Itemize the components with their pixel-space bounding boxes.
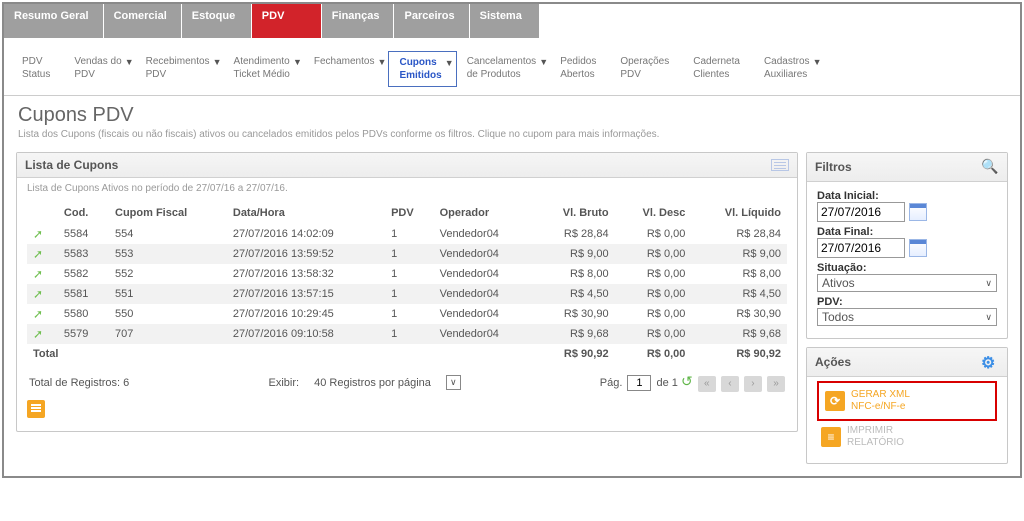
col-2: Cupom Fiscal — [109, 203, 227, 224]
gear-icon[interactable]: ⚙ — [981, 353, 999, 371]
col-8: Vl. Líquido — [691, 203, 787, 224]
cupons-table: Cod.Cupom FiscalData/HoraPDVOperadorVl. … — [27, 203, 787, 363]
exibir-label: Exibir: — [268, 377, 299, 389]
subnav-item-2[interactable]: RecebimentosPDV▼ — [136, 51, 224, 87]
table-row[interactable]: ➚558055027/07/2016 10:29:451Vendedor04R$… — [27, 304, 787, 324]
gerar-xml-l2: NFC-e/NF-e — [851, 401, 905, 412]
exibir-control: Exibir: 40 Registros por página ∨ — [268, 375, 460, 390]
tab-sistema[interactable]: Sistema — [470, 4, 540, 38]
sub-nav: PDVStatusVendas doPDV▼RecebimentosPDV▼At… — [4, 39, 1020, 96]
acoes-panel: Ações ⚙ ⟳ GERAR XML NFC-e/NF-e ≡ — [806, 347, 1008, 464]
pag-of: de 1 — [657, 377, 678, 389]
imprimir-l1: IMPRIMIR — [847, 425, 893, 436]
acoes-title: Ações — [815, 355, 851, 369]
row-arrow-icon: ➚ — [33, 307, 43, 321]
col-0 — [27, 203, 58, 224]
gerar-xml-l1: GERAR XML — [851, 389, 910, 400]
row-arrow-icon: ➚ — [33, 287, 43, 301]
tab-parceiros[interactable]: Parceiros — [394, 4, 469, 38]
nav-spacer — [540, 4, 1020, 38]
total-registros: Total de Registros: 6 — [29, 377, 129, 389]
page-next-icon[interactable]: › — [744, 376, 762, 392]
total-reg-label: Total de Registros: — [29, 377, 120, 389]
table-row[interactable]: ➚558155127/07/2016 13:57:151Vendedor04R$… — [27, 284, 787, 304]
subnav-item-9[interactable]: CadernetaClientes — [683, 51, 754, 87]
binoculars-icon[interactable]: 🔍 — [981, 158, 999, 176]
lista-cupons-panel: Lista de Cupons Lista de Cupons Ativos n… — [16, 152, 798, 432]
imprimir-l2: RELATÓRIO — [847, 437, 904, 448]
calendar-icon[interactable] — [909, 203, 927, 221]
subnav-item-4[interactable]: Fechamentos ▼ — [304, 51, 389, 87]
filtros-title: Filtros — [815, 160, 852, 174]
table-row[interactable]: ➚558255227/07/2016 13:58:321Vendedor04R$… — [27, 264, 787, 284]
subnav-item-6[interactable]: Cancelamentosde Produtos▼ — [457, 51, 550, 87]
tab-estoque[interactable]: Estoque — [182, 4, 252, 38]
xml-icon: ⟳ — [825, 391, 845, 411]
page-header: Cupons PDV Lista dos Cupons (fiscais ou … — [4, 96, 1020, 144]
page-prev-icon[interactable]: ‹ — [721, 376, 739, 392]
total-bruto: R$ 90,92 — [534, 344, 615, 363]
data-inicial-input[interactable] — [817, 202, 905, 222]
row-arrow-icon: ➚ — [33, 247, 43, 261]
col-6: Vl. Bruto — [534, 203, 615, 224]
imprimir-relatorio-button[interactable]: ≡ IMPRIMIR RELATÓRIO — [817, 421, 997, 453]
tab-financas[interactable]: Finanças — [322, 4, 395, 38]
subnav-item-10[interactable]: CadastrosAuxiliares▼ — [754, 51, 824, 87]
pagination: Pág. de 1 ↺ « ‹ › » — [600, 373, 785, 392]
table-row[interactable]: ➚558355327/07/2016 13:59:521Vendedor04R$… — [27, 244, 787, 264]
export-icon[interactable] — [27, 400, 45, 418]
data-final-input[interactable] — [817, 238, 905, 258]
col-1: Cod. — [58, 203, 109, 224]
pdv-value: Todos — [822, 310, 854, 324]
lista-cupons-subtitle: Lista de Cupons Ativos no período de 27/… — [17, 178, 797, 199]
row-arrow-icon: ➚ — [33, 267, 43, 281]
row-arrow-icon: ➚ — [33, 327, 43, 341]
page-subtitle: Lista dos Cupons (fiscais ou não fiscais… — [18, 129, 1006, 140]
subnav-item-5[interactable]: CuponsEmitidos▼ — [388, 51, 456, 87]
col-4: PDV — [385, 203, 434, 224]
subnav-item-3[interactable]: AtendimentoTicket Médio▼ — [224, 51, 304, 87]
data-final-label: Data Final: — [817, 226, 997, 238]
subnav-item-8[interactable]: OperaçõesPDV — [610, 51, 683, 87]
situacao-label: Situação: — [817, 262, 997, 274]
col-3: Data/Hora — [227, 203, 385, 224]
data-inicial-label: Data Inicial: — [817, 190, 997, 202]
total-reg-value: 6 — [123, 377, 129, 389]
filtros-panel: Filtros 🔍 Data Inicial: Data Final: Situ… — [806, 152, 1008, 339]
subnav-item-0[interactable]: PDVStatus — [12, 51, 64, 87]
exibir-dropdown[interactable]: ∨ — [446, 375, 461, 390]
top-nav: Resumo Geral Comercial Estoque PDV Finan… — [4, 4, 1020, 39]
page-go-icon[interactable]: ↺ — [681, 373, 693, 389]
page-title: Cupons PDV — [18, 104, 1006, 127]
situacao-value: Ativos — [822, 276, 855, 290]
col-5: Operador — [434, 203, 534, 224]
page-first-icon[interactable]: « — [698, 376, 716, 392]
table-row[interactable]: ➚558455427/07/2016 14:02:091Vendedor04R$… — [27, 224, 787, 245]
list-icon[interactable] — [771, 159, 789, 171]
col-7: Vl. Desc — [615, 203, 692, 224]
print-icon: ≡ — [821, 427, 841, 447]
subnav-item-7[interactable]: PedidosAbertos — [550, 51, 610, 87]
situacao-select[interactable]: Ativos∨ — [817, 274, 997, 292]
table-row[interactable]: ➚557970727/07/2016 09:10:581Vendedor04R$… — [27, 324, 787, 344]
page-input[interactable] — [627, 375, 651, 391]
tab-pdv[interactable]: PDV — [252, 4, 322, 38]
pag-label: Pág. — [600, 377, 623, 389]
calendar-icon[interactable] — [909, 239, 927, 257]
gerar-xml-button[interactable]: ⟳ GERAR XML NFC-e/NF-e — [821, 385, 993, 417]
total-liq: R$ 90,92 — [691, 344, 787, 363]
row-arrow-icon: ➚ — [33, 227, 43, 241]
page-last-icon[interactable]: » — [767, 376, 785, 392]
total-desc: R$ 0,00 — [615, 344, 692, 363]
exibir-value: 40 Registros por página — [314, 377, 431, 389]
subnav-item-1[interactable]: Vendas doPDV▼ — [64, 51, 135, 87]
lista-cupons-title: Lista de Cupons — [25, 158, 118, 172]
tab-resumo-geral[interactable]: Resumo Geral — [4, 4, 104, 38]
total-label: Total — [27, 344, 534, 363]
tab-comercial[interactable]: Comercial — [104, 4, 182, 38]
pdv-select[interactable]: Todos∨ — [817, 308, 997, 326]
pdv-label: PDV: — [817, 296, 997, 308]
